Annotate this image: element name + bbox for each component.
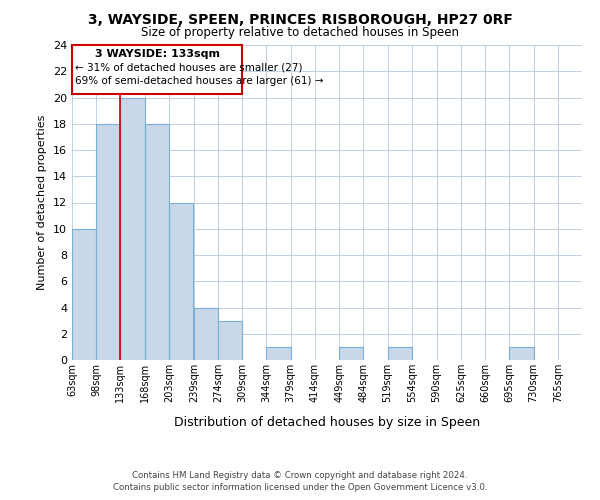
Text: Contains HM Land Registry data © Crown copyright and database right 2024.
Contai: Contains HM Land Registry data © Crown c…: [113, 471, 487, 492]
Y-axis label: Number of detached properties: Number of detached properties: [37, 115, 47, 290]
FancyBboxPatch shape: [72, 45, 242, 94]
X-axis label: Distribution of detached houses by size in Speen: Distribution of detached houses by size …: [174, 416, 480, 429]
Text: 3 WAYSIDE: 133sqm: 3 WAYSIDE: 133sqm: [95, 49, 220, 59]
Text: 3, WAYSIDE, SPEEN, PRINCES RISBOROUGH, HP27 0RF: 3, WAYSIDE, SPEEN, PRINCES RISBOROUGH, H…: [88, 12, 512, 26]
Text: ← 31% of detached houses are smaller (27): ← 31% of detached houses are smaller (27…: [75, 62, 302, 72]
Text: Size of property relative to detached houses in Speen: Size of property relative to detached ho…: [141, 26, 459, 39]
Text: 69% of semi-detached houses are larger (61) →: 69% of semi-detached houses are larger (…: [75, 76, 323, 86]
